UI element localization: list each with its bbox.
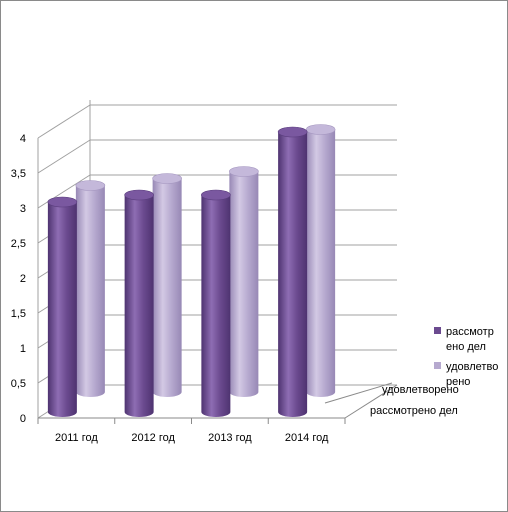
bar-top <box>229 166 259 177</box>
x-tick-label: 2014 год <box>285 432 329 444</box>
depth-axis-label: рассмотрено дел <box>370 405 458 417</box>
bar-body <box>278 132 308 417</box>
bar-considered <box>201 189 231 417</box>
y-tick-label: 2 <box>20 273 26 285</box>
bar-satisfied <box>152 173 182 397</box>
depth-axis-label: удовлетворено <box>382 384 459 396</box>
gridline-side <box>37 139 91 174</box>
x-tick-label: 2012 год <box>131 432 175 444</box>
legend-swatch <box>434 362 441 369</box>
y-tick-label: 1 <box>20 343 26 355</box>
floor-right-edge <box>344 384 398 419</box>
legend-label: удовлетво <box>446 361 498 373</box>
bar-top <box>152 173 182 184</box>
bar-body <box>229 171 259 397</box>
bar-considered <box>47 196 78 417</box>
bar-satisfied <box>305 124 336 397</box>
y-tick-label: 3 <box>20 203 26 215</box>
y-tick-label: 4 <box>20 133 26 145</box>
bar-top <box>124 189 154 201</box>
bar-body <box>47 202 77 417</box>
legend-label: рассмотр <box>446 326 494 338</box>
bar-body <box>201 195 231 417</box>
bar-top <box>305 124 336 135</box>
floor-depth-divider <box>324 382 393 404</box>
y-tick-label: 0,5 <box>11 378 26 390</box>
legend: рассмотр ено дел удовлетво рено <box>434 326 498 388</box>
bar-top <box>75 180 106 191</box>
legend-swatch <box>434 327 441 334</box>
bar-body <box>75 185 105 397</box>
bar-top <box>277 126 308 138</box>
bar-satisfied <box>75 180 106 397</box>
y-tick-label: 1,5 <box>11 308 26 320</box>
y-tick-label: 2,5 <box>11 238 26 250</box>
bar-considered <box>277 126 308 417</box>
legend-label: рено <box>446 376 470 388</box>
gridline-side <box>37 104 91 139</box>
gridline-side <box>37 174 91 209</box>
bar-considered <box>124 189 154 417</box>
bar-body <box>306 129 336 397</box>
x-tick-label: 2013 год <box>208 432 252 444</box>
y-tick-label: 3,5 <box>11 168 26 180</box>
y-tick-label: 0 <box>20 413 26 425</box>
x-tick-label: 2011 год <box>55 432 98 444</box>
bar-satisfied <box>229 166 259 397</box>
bar-body <box>124 195 154 417</box>
bar-top <box>201 189 231 201</box>
bar-top <box>47 196 78 208</box>
bar-body <box>152 178 182 397</box>
legend-label: ено дел <box>446 341 486 353</box>
